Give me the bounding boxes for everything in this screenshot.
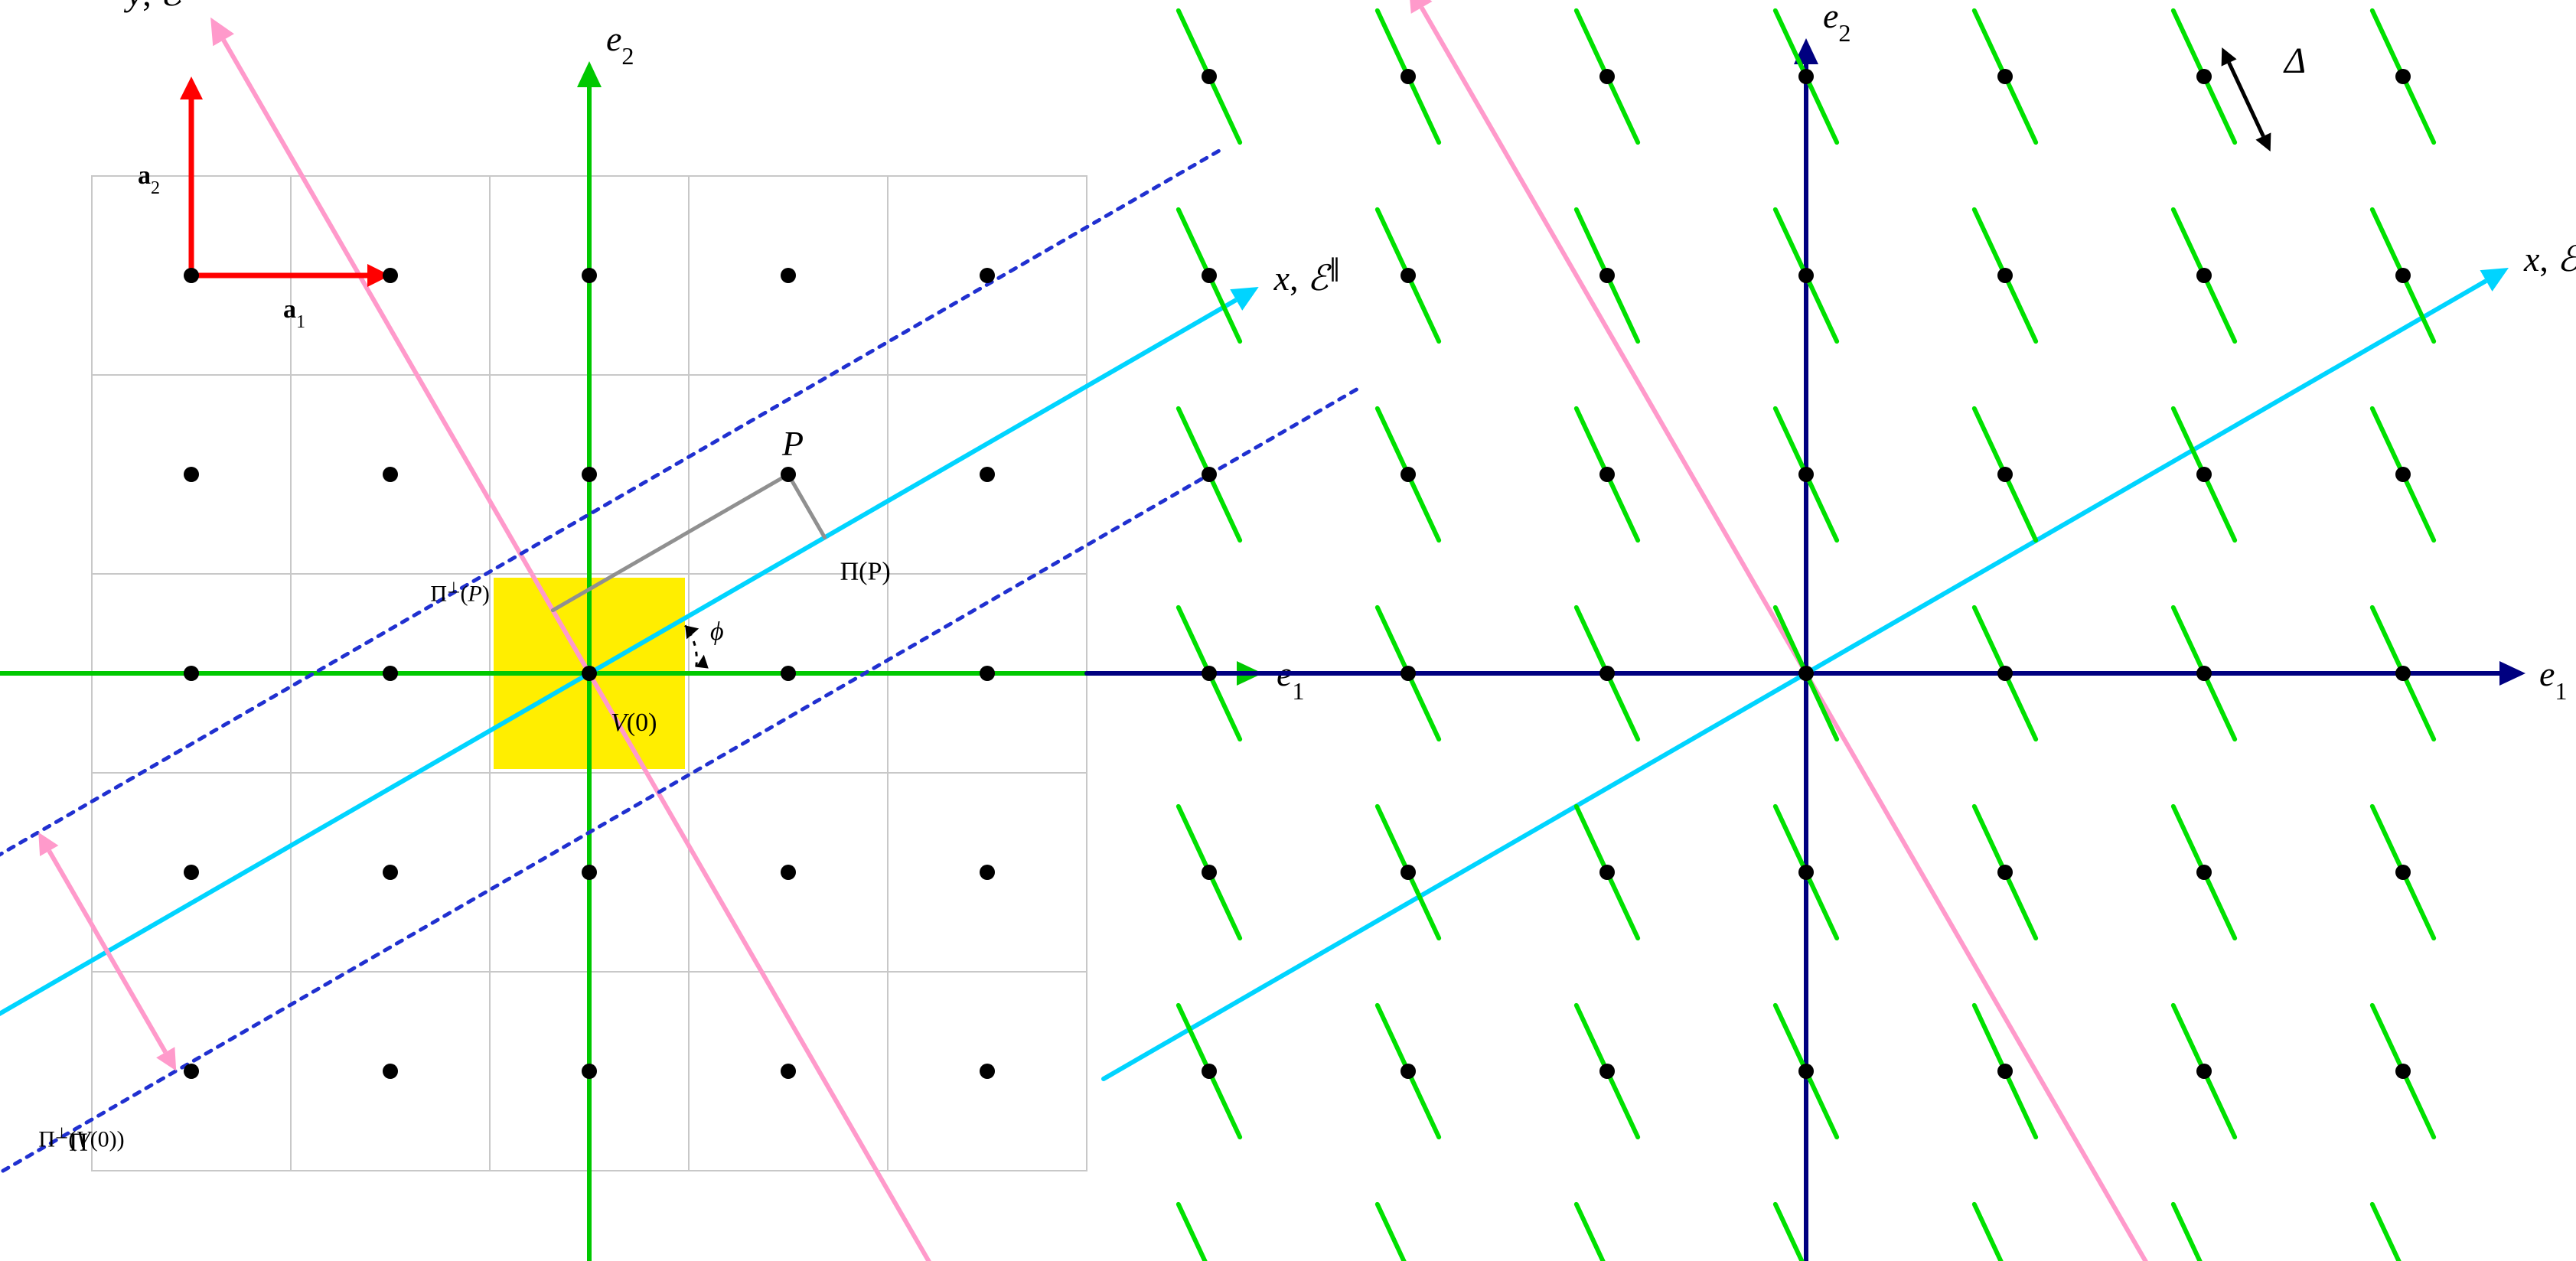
svg-text:V(0): V(0) [611, 709, 657, 737]
svg-text:e1: e1 [2539, 654, 2568, 705]
panel-a: ΠΠ⊥(V(0))a1a2PΠ(P)Π⊥(P)ϕV(0)e1e2x, ℰ∥y, … [0, 0, 1361, 1261]
svg-text:e1: e1 [1277, 654, 1305, 705]
svg-text:ϕ: ϕ [710, 617, 724, 646]
svg-text:Π(P): Π(P) [840, 557, 891, 585]
svg-text:y, ℰ⊥: y, ℰ⊥ [124, 0, 203, 13]
svg-text:P: P [781, 424, 804, 463]
svg-text:Π⊥(P): Π⊥(P) [430, 580, 489, 607]
svg-text:x, ℰ∥: x, ℰ∥ [1273, 254, 1341, 298]
svg-text:e2: e2 [1823, 0, 1851, 47]
svg-text:a1: a1 [283, 295, 305, 332]
svg-text:Π⊥(V(0)): Π⊥(V(0)) [38, 1126, 124, 1152]
svg-text:e2: e2 [606, 19, 634, 70]
svg-text:Δ: Δ [2283, 41, 2306, 81]
svg-text:x, ℰ∥: x, ℰ∥ [2523, 235, 2576, 279]
panel-b: Δe1e2x, ℰ∥y, ℰ⊥(b) [1087, 0, 2576, 1261]
svg-text:a2: a2 [138, 161, 160, 198]
